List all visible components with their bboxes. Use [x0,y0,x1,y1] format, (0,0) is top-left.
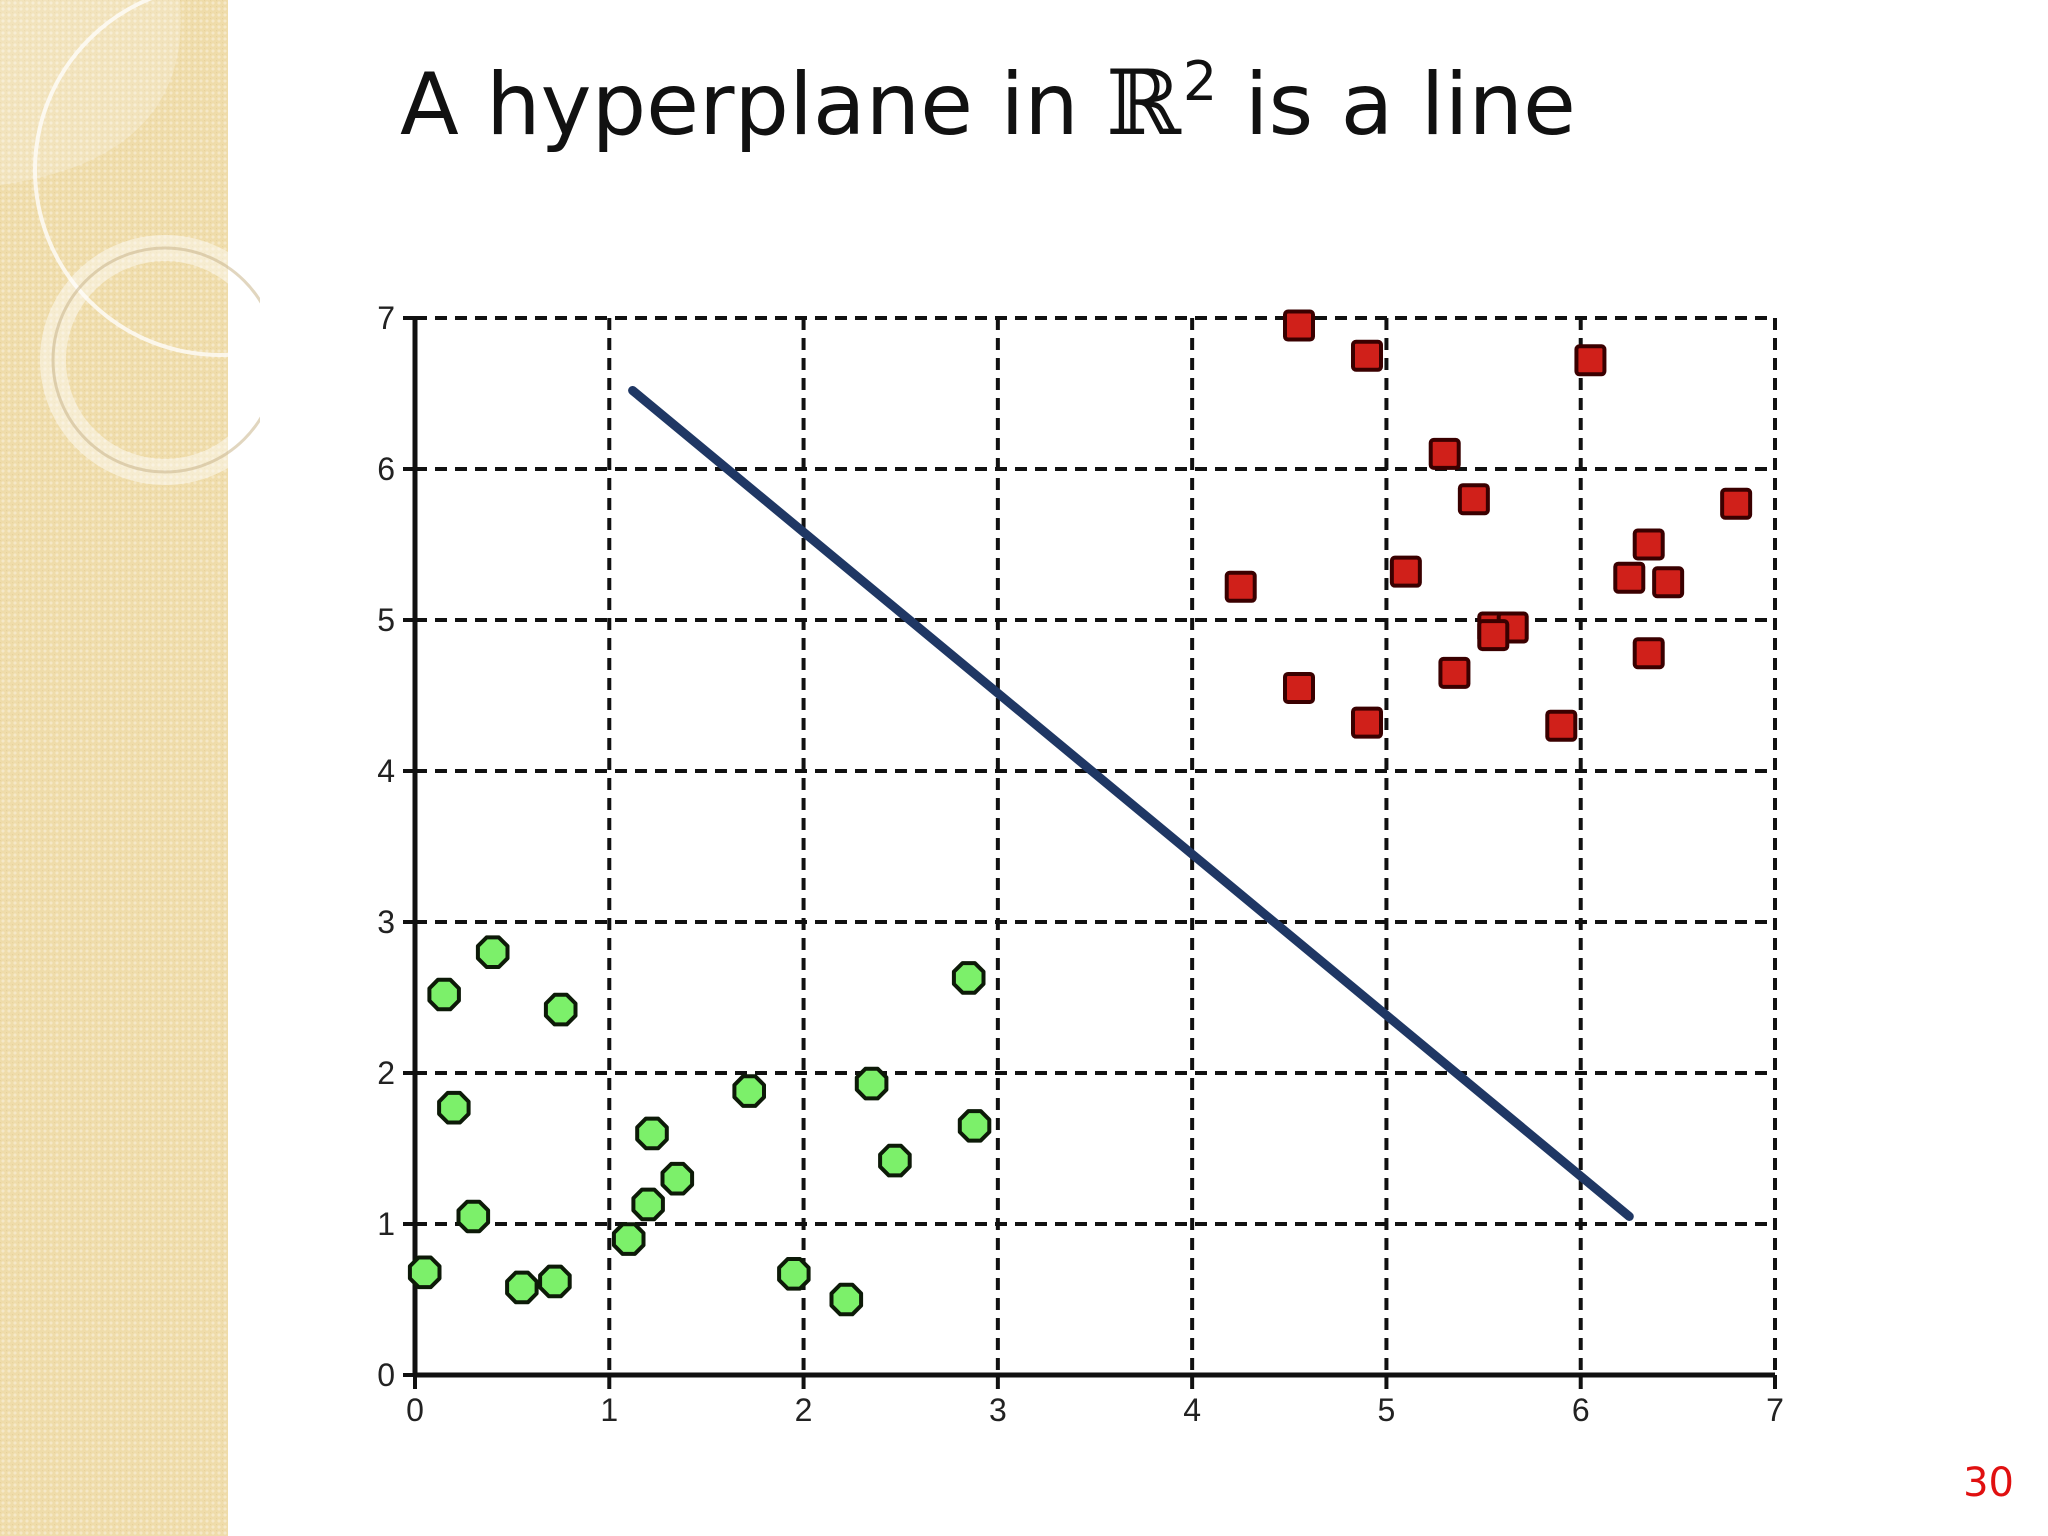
corner-petal [0,0,181,185]
green-circle-point [611,1222,646,1256]
decorative-rings [0,0,260,485]
page-number: 30 [1963,1460,2014,1506]
green-circle-point [543,992,578,1027]
title-exponent: 2 [1182,50,1218,113]
tick-labels: 0 1 2 3 4 5 6 7 0 1 2 3 4 5 6 7 [377,300,1784,1428]
green-circle-point [635,1116,669,1151]
scatter-chart: 0 1 2 3 4 5 6 7 0 1 2 3 4 5 6 7 [377,300,1784,1428]
hyperplane [628,385,1634,1221]
hyperplane-line [628,385,1634,1221]
red-square-point [1428,437,1461,470]
red-square-point [1632,637,1665,670]
green-circle-point [660,1161,695,1196]
green-circle-point [957,1109,992,1143]
green-circle-point [854,1066,889,1101]
green-circle-point [631,1187,665,1222]
x-tick-label: 0 [406,1392,424,1428]
red-square-point [1632,528,1665,561]
green-circle-point [951,961,986,995]
green-circle-point [456,1199,491,1234]
y-tick-label: 1 [377,1206,395,1242]
x-tick-label: 4 [1183,1392,1201,1428]
y-tick-label: 5 [377,602,395,638]
red-square-point [1389,555,1422,588]
green-circle-point [777,1257,811,1291]
small-ring-inner [51,246,260,474]
y-tick-label: 7 [377,300,395,336]
red-square-point [1351,706,1383,739]
title-prefix: A hyperplane in [400,55,1107,155]
axes [412,316,1775,1378]
red-square-point [1477,619,1510,652]
title-set-symbol: ℝ [1106,51,1181,156]
green-circle-point [538,1264,572,1299]
title-suffix: is a line [1217,55,1576,155]
data-points [407,309,1753,1317]
red-square-point [1457,483,1490,516]
green-circle-point [475,935,510,969]
side-panel [0,0,260,1536]
y-tick-label: 4 [377,753,395,789]
large-ring [33,0,260,357]
red-square-point [1574,344,1607,377]
red-square-point [1283,671,1315,704]
red-square-point [1613,561,1646,594]
y-tick-label: 0 [377,1357,395,1393]
red-square-point [1545,709,1578,742]
green-circle-point [505,1270,539,1305]
red-square-point [1224,570,1257,603]
green-circle-point [407,1255,442,1290]
red-square-point [1652,566,1685,599]
red-square-point [1351,339,1383,372]
slide-title: A hyperplane in ℝ2 is a line [400,55,1800,149]
x-tick-label: 1 [600,1392,618,1428]
red-square-point [1283,309,1315,342]
green-circle-point [829,1282,864,1317]
green-circle-point [427,977,461,1012]
red-square-point [1438,656,1471,689]
x-tick-label: 6 [1572,1392,1590,1428]
x-tick-label: 3 [989,1392,1007,1428]
y-tick-label: 2 [377,1055,395,1091]
x-tick-label: 2 [795,1392,813,1428]
green-circle-point [878,1143,912,1178]
grid [415,316,1777,1375]
x-tick-label: 5 [1378,1392,1396,1428]
y-tick-label: 3 [377,904,395,940]
green-circle-point [732,1074,766,1108]
red-square-point [1720,487,1753,520]
green-circle-point [437,1090,471,1125]
y-tick-label: 6 [377,451,395,487]
x-tick-label: 7 [1766,1392,1784,1428]
